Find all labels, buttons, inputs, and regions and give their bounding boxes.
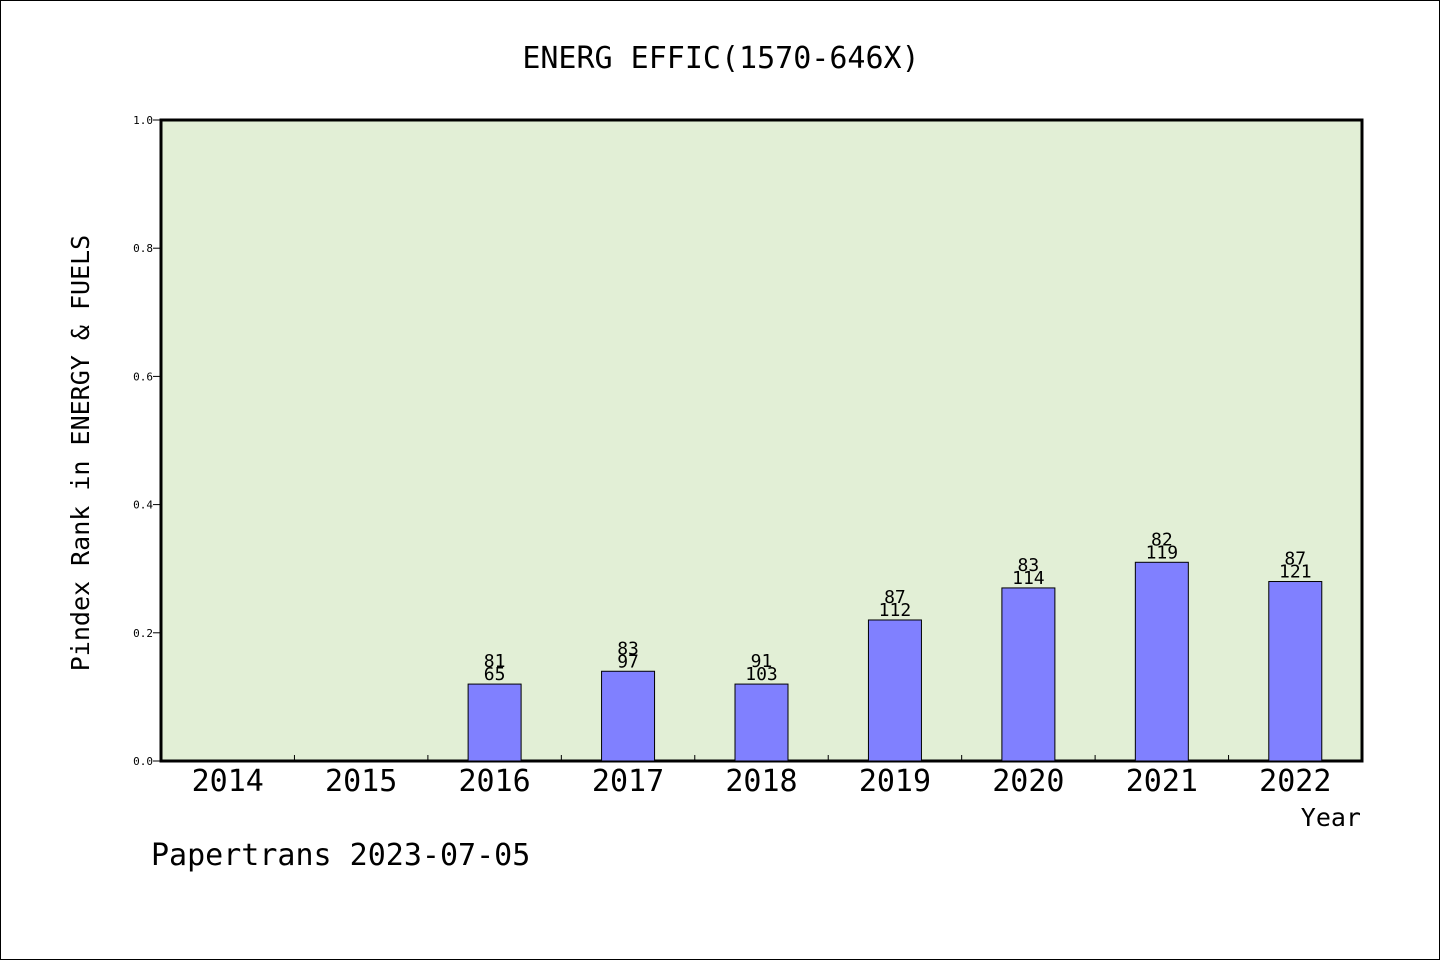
y-tick-label: 0.6 bbox=[133, 370, 153, 383]
x-axis: 2014 2015 2016 2017 2018 2019 2020 2021 2022 bbox=[192, 755, 1331, 799]
y-tick-label: 1.0 bbox=[133, 114, 153, 127]
y-axis-label: Pindex Rank in ENERGY & FUELS bbox=[66, 235, 95, 672]
bar-label-bottom: 114 bbox=[1012, 568, 1045, 589]
bar bbox=[1134, 561, 1189, 762]
bar bbox=[1001, 587, 1056, 762]
y-tick-label: 0.4 bbox=[133, 499, 153, 512]
y-axis: 0.0 0.2 0.4 0.6 0.8 1.0 bbox=[133, 114, 161, 768]
x-tick-label: 2017 bbox=[592, 764, 664, 799]
bar-label-bottom: 97 bbox=[617, 651, 639, 672]
y-tick-label: 0.0 bbox=[133, 755, 153, 768]
bar bbox=[1268, 581, 1323, 762]
x-tick-label: 2021 bbox=[1126, 764, 1198, 799]
bar-label-bottom: 112 bbox=[879, 600, 912, 621]
x-tick-label: 2019 bbox=[859, 764, 931, 799]
bar-label-top: 91 bbox=[751, 651, 773, 672]
x-tick-label: 2016 bbox=[458, 764, 530, 799]
bar-label-top: 87 bbox=[1284, 549, 1306, 570]
bar-label-bottom: 121 bbox=[1279, 562, 1312, 583]
bars bbox=[467, 561, 1323, 762]
bar-label-top: 81 bbox=[484, 651, 506, 672]
bar bbox=[467, 683, 522, 762]
y-tick-label: 0.8 bbox=[133, 242, 153, 255]
bar-label-bottom: 119 bbox=[1146, 542, 1179, 563]
bar-label-top: 83 bbox=[1018, 555, 1040, 576]
x-tick-label: 2018 bbox=[725, 764, 797, 799]
bar-label-top: 83 bbox=[617, 638, 639, 659]
x-tick-label: 2022 bbox=[1259, 764, 1331, 799]
bar bbox=[867, 619, 922, 762]
y-tick-label: 0.2 bbox=[133, 627, 153, 640]
x-axis-label: Year bbox=[1301, 803, 1361, 832]
bar bbox=[601, 670, 656, 762]
bar-label-top: 87 bbox=[884, 587, 906, 608]
x-tick-label: 2014 bbox=[192, 764, 264, 799]
chart-title: ENERG EFFIC(1570-646X) bbox=[522, 41, 919, 76]
bar-label-bottom: 103 bbox=[745, 664, 778, 685]
bar-label-top: 82 bbox=[1151, 529, 1173, 550]
x-tick-label: 2020 bbox=[992, 764, 1064, 799]
footer-credit: Papertrans 2023-07-05 bbox=[151, 838, 530, 873]
bar-label-bottom: 65 bbox=[484, 664, 506, 685]
bar bbox=[734, 683, 789, 762]
x-tick-label: 2015 bbox=[325, 764, 397, 799]
